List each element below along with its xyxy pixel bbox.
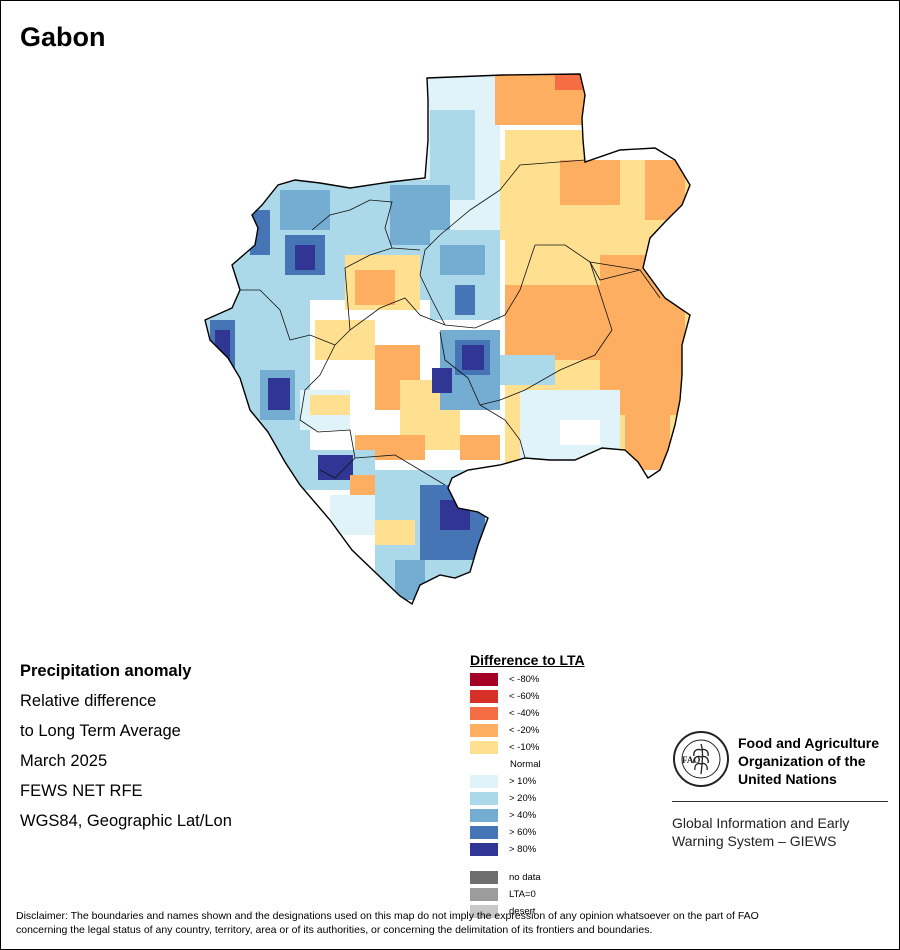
legend-title: Difference to LTA <box>470 652 585 668</box>
legend-label: desert <box>509 905 536 917</box>
info-line: to Long Term Average <box>20 722 181 740</box>
legend-swatch <box>470 791 498 805</box>
legend-label: > 10% <box>509 775 537 787</box>
legend-label: > 80% <box>509 843 537 855</box>
svg-text:FAO: FAO <box>682 755 700 765</box>
legend-swatch <box>470 904 498 918</box>
legend-label: no data <box>509 871 541 883</box>
map-info-panel: Precipitation anomaly Relative differenc… <box>20 656 232 836</box>
legend-swatch <box>470 723 498 737</box>
info-source: FEWS NET RFE <box>20 782 143 800</box>
legend-swatch <box>470 740 498 754</box>
fao-name-line: United Nations <box>738 771 837 787</box>
info-heading: Precipitation anomaly <box>20 662 192 680</box>
legend-swatch <box>470 672 498 686</box>
legend-item: LTA=0 <box>470 887 536 901</box>
disclaimer-line: Disclaimer: The boundaries and names sho… <box>16 910 759 922</box>
legend-swatch <box>470 887 498 901</box>
info-date: March 2025 <box>20 752 108 770</box>
legend-item: < -40% <box>470 706 539 720</box>
legend-swatch <box>470 825 498 839</box>
info-line: Relative difference <box>20 692 157 710</box>
province-boundaries <box>240 159 661 486</box>
legend-label: < -80% <box>509 673 540 685</box>
legend-swatch <box>470 689 498 703</box>
legend-item: > 80% <box>470 842 536 856</box>
legend-swatch <box>470 842 498 856</box>
legend-swatch <box>470 774 498 788</box>
disclaimer: Disclaimer: The boundaries and names sho… <box>16 909 886 937</box>
fao-logo-icon: FAO <box>673 731 729 787</box>
info-projection: WGS84, Geographic Lat/Lon <box>20 812 232 830</box>
disclaimer-line: concerning the legal status of any count… <box>16 924 653 936</box>
legend-label: < -40% <box>509 707 540 719</box>
legend-label: LTA=0 <box>509 888 536 900</box>
legend-label: > 40% <box>509 809 537 821</box>
legend-item: no data <box>470 870 541 884</box>
legend-item: > 40% <box>470 808 536 822</box>
legend-swatch <box>470 808 498 822</box>
legend-swatch <box>470 706 498 720</box>
legend-item: > 20% <box>470 791 536 805</box>
legend-label: < -20% <box>509 724 540 736</box>
giews-line: Warning System – GIEWS <box>672 833 837 849</box>
legend-item: desert <box>470 904 535 918</box>
legend-item: < -10% <box>470 740 539 754</box>
giews-line: Global Information and Early <box>672 815 850 831</box>
legend-item: Normal <box>470 757 541 771</box>
fao-name-line: Organization of the <box>738 753 866 769</box>
legend-label: > 20% <box>509 792 537 804</box>
fao-divider <box>672 801 888 802</box>
legend-label: > 60% <box>509 826 537 838</box>
gabon-anomaly-map <box>204 73 691 605</box>
legend-item: > 60% <box>470 825 536 839</box>
legend-label: < -60% <box>509 690 540 702</box>
legend-item: < -80% <box>470 672 539 686</box>
legend-swatch <box>470 870 498 884</box>
map-title: Gabon <box>20 22 106 52</box>
giews-name: Global Information and Early Warning Sys… <box>672 814 888 850</box>
map-legend: Difference to LTA < -80% < -60% < -40% < -2… <box>470 652 650 918</box>
legend-label: Normal <box>510 758 541 770</box>
legend-label: < -10% <box>509 741 540 753</box>
fao-name-line: Food and Agriculture <box>738 735 880 751</box>
anomaly-raster <box>205 74 690 604</box>
legend-item: < -60% <box>470 689 539 703</box>
legend-item: > 10% <box>470 774 536 788</box>
fao-organization-name: Food and Agriculture Organization of the… <box>738 734 888 788</box>
legend-item: < -20% <box>470 723 539 737</box>
